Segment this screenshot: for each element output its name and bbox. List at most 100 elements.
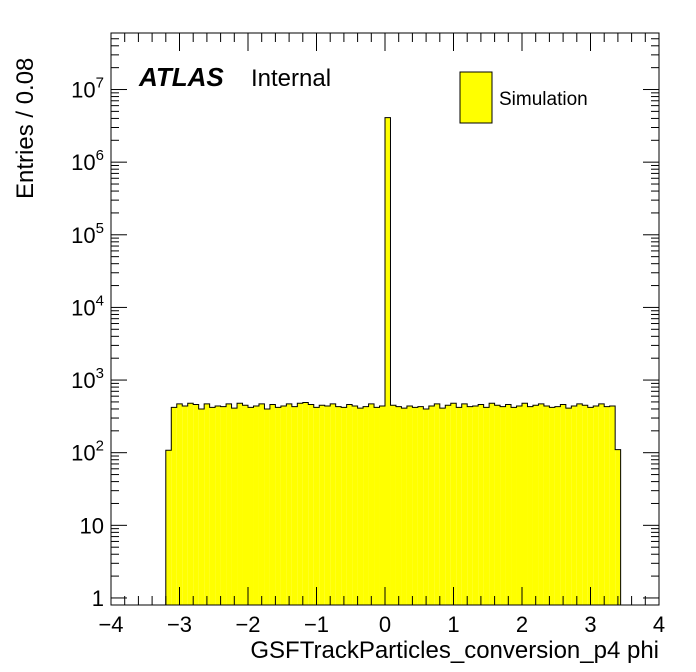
histogram-bar	[549, 407, 555, 605]
histogram-bar	[538, 403, 544, 605]
histogram-bar	[417, 406, 424, 605]
histogram-bar	[215, 405, 221, 605]
histogram-bar	[483, 407, 490, 605]
histogram-bar	[434, 403, 440, 605]
y-tick-base: 10	[71, 150, 95, 175]
histogram-bar	[286, 403, 292, 605]
histogram-bar	[478, 404, 484, 605]
histogram-bar	[571, 405, 577, 605]
y-tick-label: 104	[71, 292, 104, 320]
y-tick-base: 10	[71, 295, 95, 320]
histogram-bar	[171, 407, 177, 605]
histogram-bar	[390, 405, 396, 605]
histogram-bar	[395, 406, 402, 605]
y-tick-exponent: 4	[96, 292, 104, 309]
histogram-bar	[554, 406, 561, 605]
histogram-bar	[576, 403, 583, 605]
x-tick-label: 1	[447, 612, 459, 637]
histogram-bar	[494, 405, 501, 605]
x-axis-ticks	[110, 33, 660, 605]
histogram-bar	[489, 403, 495, 605]
histogram-bar	[363, 406, 369, 605]
histogram-bar	[193, 404, 199, 605]
histogram-bar	[258, 403, 265, 605]
histogram-bar	[187, 403, 194, 605]
histogram-bar	[445, 405, 451, 605]
histogram-bar	[467, 406, 473, 605]
histogram-bar	[461, 403, 468, 605]
histogram-bar	[264, 408, 270, 605]
y-tick-base: 10	[71, 368, 95, 393]
histogram-bar	[609, 405, 616, 605]
histogram-bar	[313, 407, 320, 605]
histogram-bar	[582, 405, 588, 605]
y-tick-base: 10	[71, 223, 95, 248]
x-tick-label: −4	[98, 612, 123, 637]
histogram-bar	[308, 404, 314, 605]
histogram-bar	[176, 403, 183, 605]
histogram-bar	[406, 405, 413, 605]
histogram-bar	[182, 405, 188, 605]
histogram-bar	[516, 405, 522, 605]
histogram-bar	[385, 117, 391, 606]
histogram-bar	[401, 408, 407, 605]
x-tick-label: −3	[167, 612, 192, 637]
y-tick-label: 107	[71, 75, 104, 103]
histogram-bar	[346, 404, 353, 605]
histogram-bar	[593, 405, 599, 605]
histogram-bar	[374, 407, 380, 605]
histogram-bar	[604, 406, 610, 605]
histogram-bar	[423, 408, 429, 605]
y-tick-label: 106	[71, 147, 104, 175]
histogram-bar	[209, 407, 216, 605]
y-tick-label: 105	[71, 220, 104, 248]
y-axis-label: Entries / 0.08	[12, 58, 39, 199]
histogram-bar	[428, 405, 435, 605]
histogram-bar	[352, 405, 358, 605]
histogram-bar	[335, 406, 342, 605]
y-tick-base: 10	[71, 78, 95, 103]
histogram-bar	[456, 407, 462, 605]
y-tick-label: 103	[71, 365, 104, 393]
histogram-bar	[450, 403, 457, 605]
histogram-bar	[472, 405, 479, 605]
x-tick-label: −2	[235, 612, 260, 637]
y-tick-exponent: 6	[96, 147, 104, 164]
histogram-outline	[165, 117, 627, 606]
histogram-bar	[527, 406, 533, 605]
histogram-bar	[275, 407, 281, 605]
histogram-bar	[330, 403, 336, 605]
histogram-bar	[439, 408, 446, 605]
y-tick-base: 10	[71, 441, 95, 466]
x-tick-label: 4	[653, 612, 665, 637]
histogram-bar	[204, 403, 210, 605]
histogram-bar	[231, 408, 238, 605]
y-tick-base: 1	[92, 586, 104, 611]
atlas-label: ATLAS	[138, 62, 224, 92]
legend-label-simulation: Simulation	[499, 89, 588, 110]
histogram-bar	[368, 403, 375, 605]
histogram-bar	[565, 408, 572, 605]
histogram-bar	[341, 407, 347, 605]
y-tick-label: 102	[71, 438, 104, 466]
y-tick-base: 10	[80, 513, 104, 538]
histogram-bar	[587, 407, 594, 605]
x-tick-label: 2	[516, 612, 528, 637]
histogram-bar	[319, 405, 325, 605]
histogram-bar	[198, 408, 205, 605]
histogram-bars	[165, 117, 627, 606]
histogram-bar	[357, 408, 364, 605]
histogram-bar	[302, 402, 309, 605]
histogram-bar	[220, 406, 227, 605]
y-axis-ticks	[111, 32, 659, 599]
histogram-bar	[324, 405, 331, 605]
histogram-bar	[253, 405, 259, 605]
y-tick-exponent: 5	[96, 220, 104, 237]
x-tick-labels: −4 −3 −2 −1 0 1 2 3 4	[98, 612, 665, 637]
x-tick-label: 3	[584, 612, 596, 637]
x-tick-label: 0	[379, 612, 391, 637]
histogram-bar	[242, 405, 248, 605]
histogram-bar	[269, 404, 276, 605]
